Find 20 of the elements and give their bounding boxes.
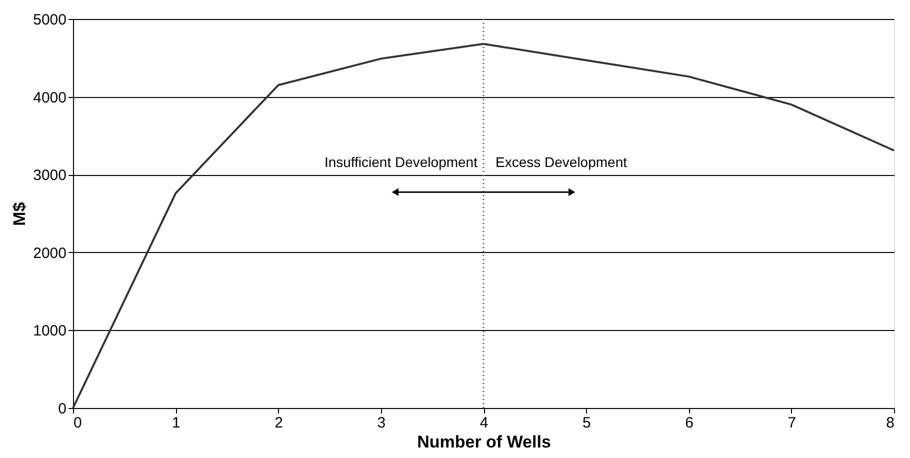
y-tick-label: 0 (58, 400, 66, 418)
annotation: Excess Development (496, 154, 628, 170)
y-tick-label: 2000 (33, 244, 66, 262)
x-tick-label: 0 (74, 414, 82, 432)
line-series (72, 42, 895, 409)
x-tick-label: 3 (377, 414, 386, 432)
y-tick-label: 3000 (33, 167, 66, 184)
y-tick-label: 1000 (33, 322, 66, 340)
x-tick-label: 7 (788, 414, 796, 432)
x-axis-title: Number of Wells (417, 432, 551, 452)
x-tick-label: 5 (582, 414, 591, 432)
y-tick-label: 5000 (33, 12, 66, 28)
x-tick-label: 2 (274, 414, 283, 432)
x-tick-label: 8 (886, 414, 894, 432)
y-tick-label: 4000 (33, 89, 66, 106)
x-tick-label: 6 (685, 414, 694, 432)
x-tick-label: 4 (480, 414, 488, 432)
annotation: Insufficient Development (324, 154, 478, 170)
y-axis-title: M$ (10, 202, 30, 226)
x-tick-label: 1 (172, 414, 180, 432)
